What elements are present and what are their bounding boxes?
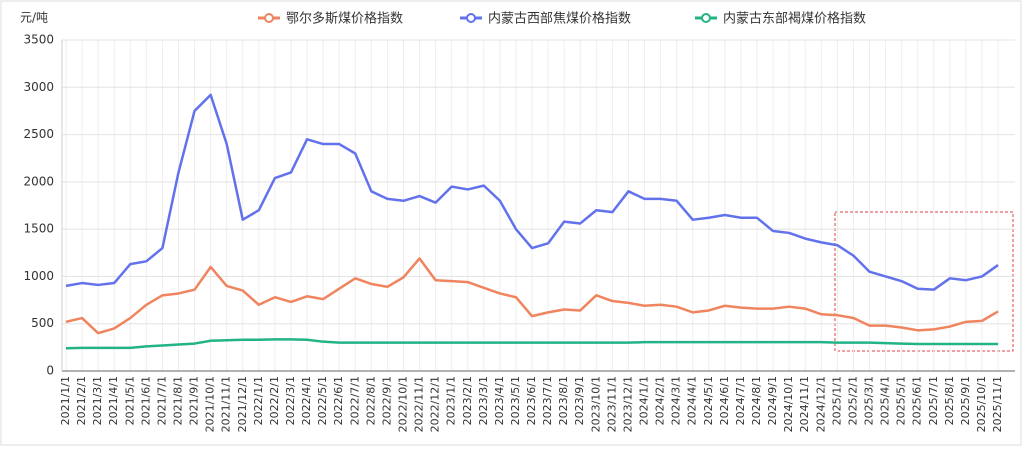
y-tick-label: 500	[31, 316, 54, 330]
x-tick-label: 2025/1/1	[830, 376, 843, 425]
x-tick-label: 2021/7/1	[155, 376, 168, 425]
x-tick-label: 2021/3/1	[91, 376, 104, 425]
x-tick-label: 2023/8/1	[557, 376, 570, 425]
x-tick-label: 2025/8/1	[943, 376, 956, 425]
x-tick-label: 2024/8/1	[750, 376, 763, 425]
x-tick-label: 2025/9/1	[959, 376, 972, 425]
legend-marker	[264, 13, 274, 23]
x-tick-label: 2024/7/1	[734, 376, 747, 425]
x-tick-label: 2022/6/1	[332, 376, 345, 425]
x-tick-label: 2022/5/1	[316, 376, 329, 425]
x-tick-label: 2023/9/1	[573, 376, 586, 425]
y-axis-label: 元/吨	[20, 11, 48, 25]
x-tick-label: 2022/9/1	[380, 376, 393, 425]
series-line	[65, 93, 999, 291]
legend-marker	[701, 13, 711, 23]
legend-label: 鄂尔多斯煤价格指数	[286, 11, 403, 27]
x-tick-label: 2021/1/1	[59, 376, 72, 425]
x-tick-label: 2022/10/1	[396, 376, 409, 432]
x-tick-label: 2024/11/1	[798, 376, 811, 432]
highlight-box	[834, 211, 1014, 352]
x-tick-label: 2024/3/1	[670, 376, 683, 425]
y-tick-label: 1000	[23, 269, 54, 283]
x-tick-label: 2022/4/1	[300, 376, 313, 425]
y-tick-label: 2500	[23, 127, 54, 141]
x-tick-label: 2023/12/1	[621, 376, 634, 432]
x-tick-label: 2023/2/1	[461, 376, 474, 425]
x-tick-label: 2023/10/1	[589, 376, 602, 432]
x-tick-label: 2022/2/1	[268, 376, 281, 425]
x-tick-label: 2025/11/1	[991, 376, 1004, 432]
y-tick-label: 2000	[23, 174, 54, 188]
x-tick-label: 2022/12/1	[429, 376, 442, 432]
x-tick-label: 2025/5/1	[895, 376, 908, 425]
y-tick-label: 1500	[23, 222, 54, 236]
x-tick-label: 2024/6/1	[718, 376, 731, 425]
x-tick-label: 2021/8/1	[171, 376, 184, 425]
x-tick-label: 2021/12/1	[236, 376, 249, 432]
y-tick-label: 0	[46, 364, 54, 378]
x-tick-label: 2022/11/1	[413, 376, 426, 432]
y-tick-label: 3000	[23, 80, 54, 94]
x-tick-label: 2025/7/1	[927, 376, 940, 425]
x-tick-label: 2025/3/1	[863, 376, 876, 425]
x-tick-label: 2023/11/1	[605, 376, 618, 432]
x-tick-label: 2023/7/1	[541, 376, 554, 425]
x-tick-label: 2025/6/1	[911, 376, 924, 425]
x-tick-label: 2024/5/1	[702, 376, 715, 425]
x-tick-label: 2022/8/1	[364, 376, 377, 425]
x-tick-label: 2021/10/1	[204, 376, 217, 432]
series-line	[65, 338, 999, 350]
x-tick-label: 2023/5/1	[509, 376, 522, 425]
x-tick-label: 2022/3/1	[284, 376, 297, 425]
x-tick-label: 2022/7/1	[348, 376, 361, 425]
x-tick-label: 2021/9/1	[188, 376, 201, 425]
x-tick-label: 2021/11/1	[220, 376, 233, 432]
x-tick-label: 2024/9/1	[766, 376, 779, 425]
x-tick-label: 2024/10/1	[782, 376, 795, 432]
x-tick-label: 2024/2/1	[654, 376, 667, 425]
x-tick-label: 2024/1/1	[638, 376, 651, 425]
x-tick-label: 2021/5/1	[123, 376, 136, 425]
legend-label: 内蒙古西部焦煤价格指数	[488, 11, 631, 27]
x-tick-label: 2022/1/1	[252, 376, 265, 425]
x-tick-label: 2025/10/1	[975, 376, 988, 432]
series-line	[65, 257, 999, 335]
legend-marker	[466, 13, 476, 23]
x-tick-label: 2021/6/1	[139, 376, 152, 425]
x-tick-label: 2021/4/1	[107, 376, 120, 425]
x-tick-label: 2025/4/1	[879, 376, 892, 425]
x-tick-label: 2024/4/1	[686, 376, 699, 425]
x-tick-label: 2024/12/1	[814, 376, 827, 432]
x-tick-label: 2023/4/1	[493, 376, 506, 425]
x-tick-label: 2023/3/1	[477, 376, 490, 425]
x-tick-label: 2025/2/1	[846, 376, 859, 425]
x-tick-label: 2021/2/1	[75, 376, 88, 425]
x-tick-label: 2023/6/1	[525, 376, 538, 425]
legend-label: 内蒙古东部褐煤价格指数	[723, 11, 866, 27]
y-tick-label: 3500	[23, 33, 54, 47]
x-tick-label: 2023/1/1	[445, 376, 458, 425]
